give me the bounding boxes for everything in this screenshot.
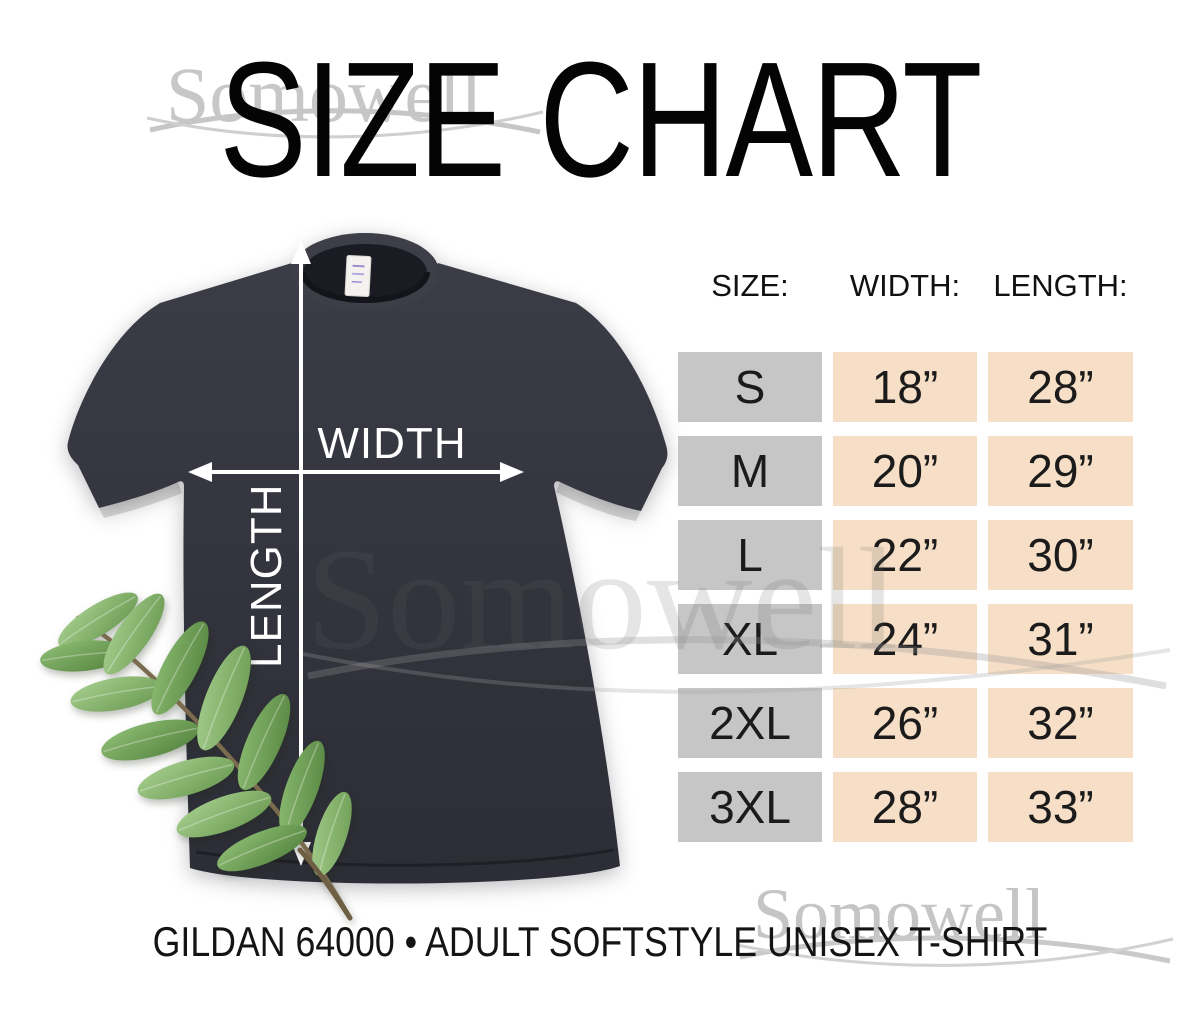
column-header-size: SIZE: [711,268,789,303]
width-arrowhead-right [500,462,524,482]
size-cell: 2XL [678,688,822,758]
width-cell: 22” [833,520,977,590]
leaflets [40,592,352,877]
width-arrowhead-left [188,462,212,482]
size-cell: M [678,436,822,506]
page-title: SIZE CHART [219,28,982,211]
length-cell: 29” [988,436,1133,506]
size-cell: XL [678,604,822,674]
length-cell: 33” [988,772,1133,842]
watermark-text: Somowell [306,518,899,680]
width-cell: 28” [833,772,977,842]
neck-tag [344,255,372,297]
leaf-branch [40,592,353,921]
watermark-top-left: Somowell [166,56,482,134]
width-cell: 24” [833,604,977,674]
measurement-arrows [188,240,524,866]
width-label: WIDTH [317,419,466,468]
length-cell: 28” [988,352,1133,422]
product-caption: GILDAN 64000 • ADULT SOFTSTYLE UNISEX T-… [152,918,1048,965]
size-cell: 3XL [678,772,822,842]
length-label: LENGTH [242,484,291,668]
width-cell: 26” [833,688,977,758]
watermark-swoosh [302,636,1171,694]
watermark-swoosh [736,935,1174,967]
watermark-center: Somowell [306,526,898,672]
length-arrowhead-top [291,240,311,264]
length-cell: 31” [988,604,1133,674]
size-cell: S [678,352,822,422]
column-header-length: LENGTH: [993,268,1128,303]
length-cell: 32” [988,688,1133,758]
width-cell: 18” [833,352,977,422]
width-cell: 20” [833,436,977,506]
watermark-swoosh [146,108,544,139]
size-table: SIZE: WIDTH: LENGTH: S 18” 28” M 20” 29”… [678,268,1133,842]
size-cell: L [678,520,822,590]
watermark-text: Somowell [166,51,483,138]
length-cell: 30” [988,520,1133,590]
column-header-width: WIDTH: [849,268,961,303]
